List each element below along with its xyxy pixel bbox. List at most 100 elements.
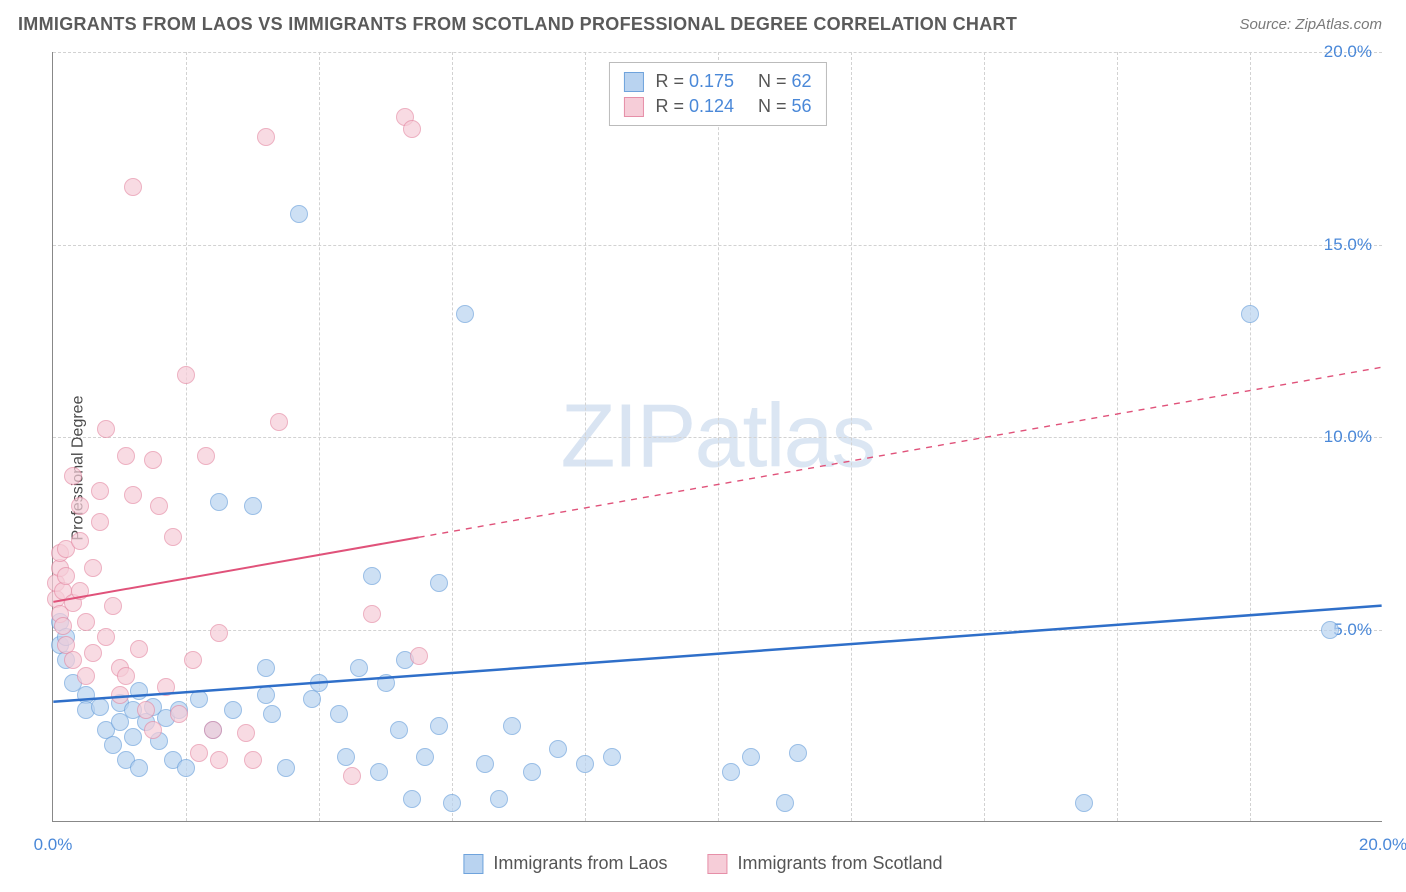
scatter-point (503, 717, 521, 735)
legend-color-box (707, 854, 727, 874)
scatter-point (150, 497, 168, 515)
scatter-point (330, 705, 348, 723)
scatter-point (184, 651, 202, 669)
scatter-point (776, 794, 794, 812)
y-tick-label: 10.0% (1324, 427, 1372, 447)
scatter-point (603, 748, 621, 766)
scatter-point (124, 486, 142, 504)
scatter-point (104, 736, 122, 754)
scatter-point (77, 667, 95, 685)
scatter-point (403, 790, 421, 808)
y-tick-label: 20.0% (1324, 42, 1372, 62)
x-tick-label: 20.0% (1359, 835, 1406, 855)
gridline-v (1117, 52, 1118, 821)
legend-item: Immigrants from Scotland (707, 853, 942, 874)
stats-row: R = 0.124N = 56 (623, 94, 811, 119)
scatter-point (111, 686, 129, 704)
bottom-legend: Immigrants from Laos Immigrants from Scot… (463, 853, 942, 874)
scatter-point (91, 698, 109, 716)
scatter-point (124, 178, 142, 196)
scatter-point (257, 128, 275, 146)
scatter-point (224, 701, 242, 719)
r-label: R = 0.175 (655, 71, 734, 92)
legend-label: Immigrants from Laos (493, 853, 667, 874)
y-tick-label: 5.0% (1333, 620, 1372, 640)
scatter-point (54, 617, 72, 635)
gridline-v (984, 52, 985, 821)
n-label: N = 56 (758, 96, 812, 117)
chart-title: IMMIGRANTS FROM LAOS VS IMMIGRANTS FROM … (18, 14, 1017, 35)
scatter-point (410, 647, 428, 665)
scatter-point (130, 759, 148, 777)
plot-area: ZIPatlas5.0%10.0%15.0%20.0%0.0%20.0%R = … (52, 52, 1382, 822)
scatter-point (277, 759, 295, 777)
scatter-point (144, 721, 162, 739)
scatter-point (190, 744, 208, 762)
scatter-point (117, 667, 135, 685)
scatter-point (270, 413, 288, 431)
scatter-point (443, 794, 461, 812)
scatter-point (91, 482, 109, 500)
scatter-point (363, 605, 381, 623)
scatter-point (263, 705, 281, 723)
stats-box: R = 0.175 N = 62R = 0.124N = 56 (608, 62, 826, 126)
scatter-point (124, 728, 142, 746)
scatter-point (97, 420, 115, 438)
scatter-point (71, 532, 89, 550)
legend-item: Immigrants from Laos (463, 853, 667, 874)
scatter-point (244, 497, 262, 515)
scatter-point (1321, 621, 1339, 639)
scatter-point (576, 755, 594, 773)
scatter-point (337, 748, 355, 766)
scatter-point (310, 674, 328, 692)
scatter-point (210, 493, 228, 511)
scatter-point (210, 751, 228, 769)
scatter-point (164, 528, 182, 546)
scatter-point (190, 690, 208, 708)
scatter-point (84, 644, 102, 662)
scatter-point (303, 690, 321, 708)
gridline-v (585, 52, 586, 821)
scatter-point (430, 574, 448, 592)
scatter-point (290, 205, 308, 223)
scatter-point (77, 613, 95, 631)
scatter-point (742, 748, 760, 766)
x-tick-label: 0.0% (34, 835, 73, 855)
scatter-point (370, 763, 388, 781)
series-color-box (623, 97, 643, 117)
scatter-point (157, 678, 175, 696)
gridline-v (452, 52, 453, 821)
legend-label: Immigrants from Scotland (737, 853, 942, 874)
y-tick-label: 15.0% (1324, 235, 1372, 255)
scatter-point (722, 763, 740, 781)
scatter-point (1075, 794, 1093, 812)
scatter-point (363, 567, 381, 585)
scatter-point (177, 759, 195, 777)
scatter-point (350, 659, 368, 677)
scatter-point (117, 447, 135, 465)
scatter-point (237, 724, 255, 742)
scatter-point (377, 674, 395, 692)
gridline-v (1250, 52, 1251, 821)
scatter-point (84, 559, 102, 577)
scatter-point (177, 366, 195, 384)
scatter-point (257, 686, 275, 704)
scatter-point (57, 567, 75, 585)
scatter-point (137, 701, 155, 719)
scatter-point (403, 120, 421, 138)
scatter-point (523, 763, 541, 781)
scatter-point (343, 767, 361, 785)
scatter-point (144, 451, 162, 469)
scatter-point (170, 705, 188, 723)
scatter-point (456, 305, 474, 323)
scatter-point (197, 447, 215, 465)
scatter-point (71, 582, 89, 600)
gridline-v (851, 52, 852, 821)
stats-row: R = 0.175 N = 62 (623, 69, 811, 94)
scatter-point (390, 721, 408, 739)
scatter-point (416, 748, 434, 766)
source-label: Source: ZipAtlas.com (1239, 16, 1382, 33)
scatter-point (64, 467, 82, 485)
n-label: N = 62 (758, 71, 812, 92)
chart-container: Professional Degree ZIPatlas5.0%10.0%15.… (0, 44, 1406, 892)
